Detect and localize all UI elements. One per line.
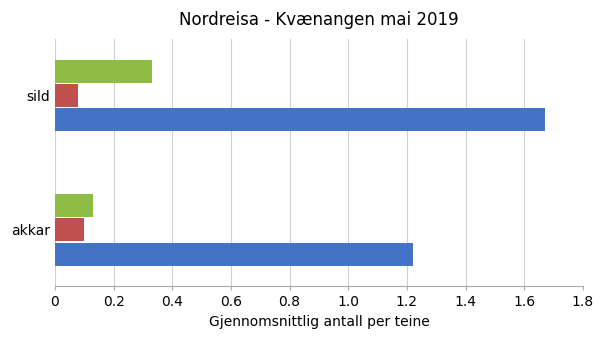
Title: Nordreisa - Kvænangen mai 2019: Nordreisa - Kvænangen mai 2019 bbox=[179, 11, 459, 29]
Bar bbox=[55, 194, 93, 217]
Bar bbox=[55, 60, 152, 83]
Bar bbox=[55, 242, 413, 266]
Bar bbox=[55, 218, 84, 241]
X-axis label: Gjennomsnittlig antall per teine: Gjennomsnittlig antall per teine bbox=[209, 315, 430, 329]
Bar bbox=[55, 84, 79, 107]
Bar bbox=[55, 108, 544, 131]
